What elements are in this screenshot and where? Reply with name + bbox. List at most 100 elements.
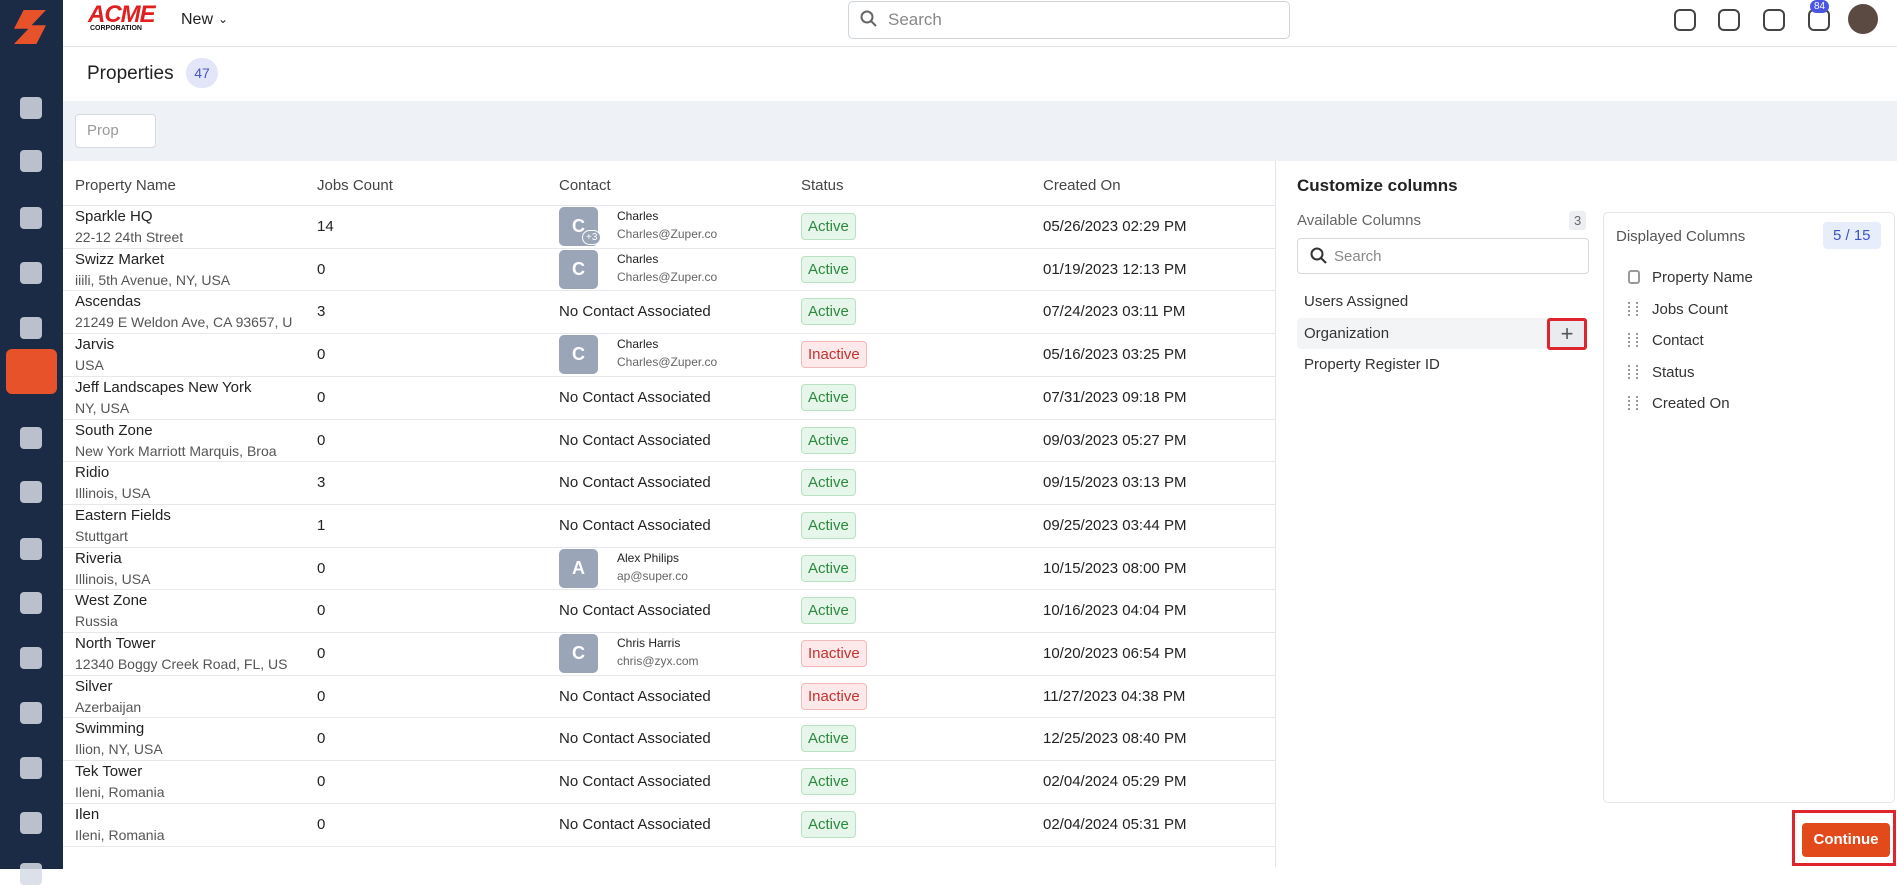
available-column[interactable]: Organization [1304, 324, 1390, 342]
active-nav[interactable] [6, 349, 57, 394]
nav-icon[interactable] [20, 481, 42, 503]
status-badge: Active [801, 597, 856, 625]
contact-avatar: A [559, 548, 598, 588]
contact-email: Charles@Zuper.co [617, 227, 718, 241]
property-name: Swizz Market [75, 250, 165, 268]
filter-label: Prop [87, 122, 119, 139]
nav-icon[interactable] [20, 427, 42, 449]
property-address: Illinois, USA [75, 485, 151, 502]
available-column[interactable]: Users Assigned [1304, 293, 1409, 310]
nav-icon[interactable] [20, 812, 42, 834]
contact-email: Charles@Zuper.co [617, 355, 718, 370]
nav-icon[interactable] [20, 262, 42, 284]
row-line [63, 845, 1275, 847]
top-bar [63, 0, 1897, 47]
created-on: 09/15/2023 03:13 PM [1043, 474, 1187, 492]
nav-icon[interactable] [20, 150, 42, 172]
contact-name: Charles [617, 251, 659, 266]
displayed-column[interactable]: Jobs Count [1652, 300, 1728, 318]
property-name: Ascendas [75, 293, 141, 311]
new-button[interactable]: New [181, 11, 214, 28]
nav-icon[interactable] [20, 702, 42, 724]
displayed-panel [1603, 212, 1895, 803]
nav-icon[interactable] [20, 647, 42, 669]
displayed-column[interactable]: Created On [1652, 395, 1730, 412]
property-address: New York Marriott Marquis, Broa [75, 442, 277, 459]
row-line [63, 632, 1275, 633]
drag-handle[interactable] [1628, 396, 1638, 410]
nav-icon[interactable] [20, 97, 42, 119]
status-badge: Active [801, 383, 856, 411]
created-on: 05/16/2023 03:25 PM [1043, 346, 1187, 364]
column-search[interactable] [1297, 238, 1589, 274]
displayed-column[interactable]: Status [1652, 363, 1695, 381]
contact-name: No Contact Associated [559, 687, 711, 705]
toolbar-icon[interactable] [1763, 9, 1785, 31]
nav-icon[interactable] [20, 757, 42, 779]
displayed-column[interactable]: Property Name [1652, 269, 1753, 286]
row-line [63, 503, 1275, 505]
search-icon [1310, 247, 1327, 264]
page-count: 47 [186, 58, 218, 88]
user-avatar[interactable] [1848, 4, 1878, 34]
status-badge: Active [801, 554, 856, 582]
sidebar [0, 0, 63, 885]
jobs-count: 0 [317, 602, 326, 620]
filter-bar [63, 101, 1897, 161]
toolbar-icon[interactable] [1718, 9, 1740, 31]
jobs-count: 1 [317, 516, 326, 534]
logo: ACME [88, 1, 156, 28]
property-address: Illinois, USA [75, 570, 151, 587]
displayed-column[interactable]: Contact [1652, 332, 1704, 349]
column-search-placeholder: Search [1334, 248, 1382, 265]
contact-name: Alex Philips [617, 550, 680, 565]
nav-icon[interactable] [20, 538, 42, 560]
available-title: Available Columns [1297, 212, 1421, 229]
notification-count: 84 [1810, 0, 1830, 13]
header-line [63, 205, 1275, 206]
property-name: South Zone [75, 421, 153, 439]
contact-name: No Contact Associated [559, 474, 711, 492]
property-address: iiili, 5th Avenue, NY, USA [75, 271, 231, 288]
property-address: Ileni, Romania [75, 826, 165, 843]
page-title: Properties [87, 63, 174, 84]
status-badge: Active [801, 469, 856, 497]
property-address: Ilion, NY, USA [75, 741, 163, 758]
created-on: 09/25/2023 03:44 PM [1043, 516, 1187, 534]
nav-icon[interactable] [20, 207, 42, 229]
drag-handle[interactable] [1628, 364, 1638, 379]
property-name: Sparkle HQ [75, 208, 153, 225]
add-column-button[interactable]: + [1547, 318, 1587, 350]
drag-handle[interactable] [1628, 333, 1638, 347]
jobs-count: 0 [317, 431, 326, 449]
row-line [63, 461, 1275, 463]
app-logo[interactable] [14, 10, 46, 44]
filter-button[interactable] [75, 114, 156, 148]
contact-name: Chris Harris [617, 636, 681, 650]
created-on: 02/04/2024 05:31 PM [1043, 815, 1187, 833]
created-on: 10/15/2023 08:00 PM [1043, 559, 1187, 577]
property-address: Russia [75, 613, 118, 630]
nav-icon[interactable] [20, 592, 42, 614]
row-line [63, 375, 1275, 377]
property-name: Tek Tower [75, 763, 143, 781]
continue-button[interactable]: Continue [1802, 823, 1890, 857]
row-line [63, 290, 1275, 292]
contact-avatar: C [559, 249, 598, 289]
contact-name: No Contact Associated [559, 773, 711, 791]
contact-email: Charles@Zuper.co [617, 269, 718, 284]
contact-name: No Contact Associated [559, 516, 711, 534]
search-icon [860, 10, 877, 27]
nav-icon[interactable] [20, 317, 42, 339]
nav-icon[interactable] [20, 863, 42, 885]
search-box[interactable] [848, 1, 1290, 39]
toolbar-icon[interactable] [1674, 9, 1696, 31]
avatar-extra: +3 [582, 230, 602, 245]
status-badge: Inactive [801, 682, 867, 710]
created-on: 01/19/2023 12:13 PM [1043, 260, 1187, 278]
drag-handle[interactable] [1628, 301, 1638, 316]
lock-icon [1628, 270, 1640, 284]
property-address: 22-12 24th Street [75, 229, 184, 245]
property-name: North Tower [75, 635, 156, 652]
available-column[interactable]: Property Register ID [1304, 356, 1440, 373]
